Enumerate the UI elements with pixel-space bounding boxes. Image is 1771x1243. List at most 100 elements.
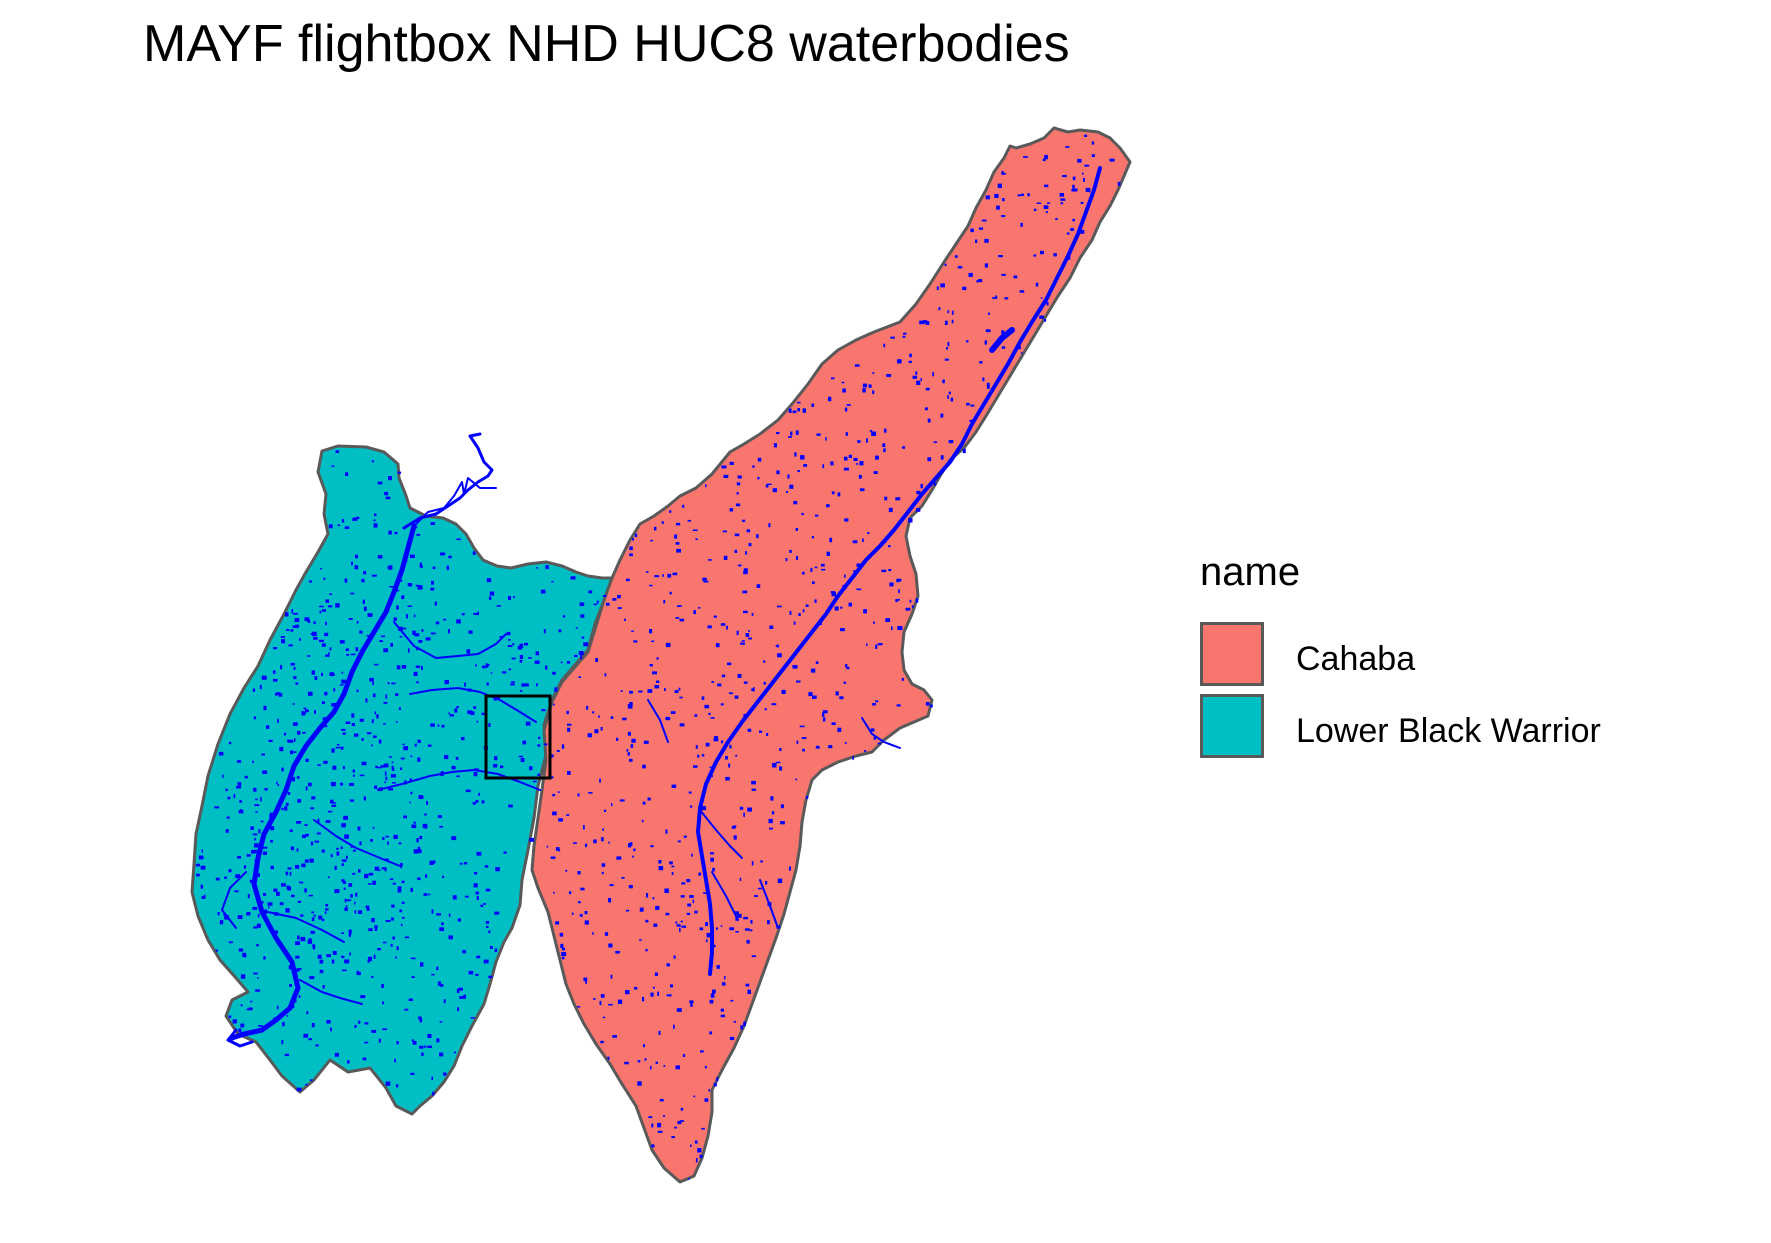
waterbody-speck [1017,194,1022,197]
waterbody-speck [254,859,258,863]
waterbody-speck [488,930,491,934]
waterbody-speck [383,701,388,704]
waterbody-speck [354,910,357,914]
waterbody-speck [413,671,418,677]
waterbody-speck [396,665,401,670]
waterbody-speck [330,781,336,786]
waterbody-speck [273,1017,276,1020]
waterbody-speck [734,695,739,699]
waterbody-speck [368,883,372,885]
waterbody-speck [768,818,773,824]
waterbody-speck [610,803,613,806]
waterbody-speck [253,716,257,720]
waterbody-speck [301,863,306,868]
waterbody-speck [969,419,973,422]
waterbody-speck [787,474,790,479]
waterbody-speck [1001,273,1006,276]
waterbody-speck [201,896,206,899]
waterbody-speck [295,682,299,685]
waterbody-speck [650,992,654,997]
waterbody-speck [243,865,247,869]
waterbody-speck [677,1121,682,1125]
waterbody-speck [373,735,377,738]
waterbody-speck [705,742,710,747]
waterbody-speck [335,746,341,749]
waterbody-speck [311,670,315,675]
waterbody-speck [981,219,987,222]
waterbody-speck [905,607,911,611]
waterbody-speck [200,865,206,870]
waterbody-speck [351,723,355,726]
waterbody-speck [385,1081,391,1086]
waterbody-speck [332,802,336,804]
waterbody-speck [707,625,712,629]
waterbody-speck [966,340,969,343]
waterbody-speck [384,781,387,784]
waterbody-speck [537,773,541,776]
waterbody-speck [970,228,974,233]
waterbody-speck [307,691,313,696]
waterbody-speck [984,340,987,345]
waterbody-speck [250,1000,253,1003]
waterbody-speck [341,728,346,731]
waterbody-speck [658,1030,661,1035]
waterbody-speck [388,530,392,535]
waterbody-speck [485,663,489,668]
waterbody-speck [619,799,625,802]
waterbody-speck [483,903,486,905]
waterbody-speck [631,738,636,743]
waterbody-speck [361,738,364,741]
waterbody-speck [637,1060,641,1063]
waterbody-speck [416,838,419,843]
waterbody-speck [810,668,816,673]
waterbody-speck [654,972,658,977]
waterbody-speck [225,788,228,792]
waterbody-speck [276,692,281,696]
waterbody-speck [339,640,345,644]
waterbody-speck [711,681,714,683]
waterbody-speck [262,770,268,774]
waterbody-speck [743,681,748,684]
waterbody-speck [512,643,515,646]
waterbody-speck [402,627,407,630]
waterbody-speck [296,1087,302,1092]
waterbody-speck [314,710,316,714]
waterbody-speck [802,609,805,613]
waterbody-speck [674,534,678,539]
waterbody-speck [957,266,963,269]
waterbody-speck [712,944,716,948]
waterbody-speck [1001,215,1006,218]
waterbody-speck [567,723,572,726]
waterbody-speck [788,436,792,438]
waterbody-speck [444,680,449,685]
waterbody-speck [701,696,705,700]
waterbody-speck [327,605,333,608]
waterbody-speck [729,1036,735,1041]
waterbody-speck [273,888,278,892]
waterbody-speck [740,642,745,645]
waterbody-speck [652,986,655,989]
waterbody-speck [622,717,627,721]
waterbody-speck [415,665,421,669]
waterbody-speck [797,401,801,404]
waterbody-speck [844,574,846,578]
waterbody-speck [340,746,344,750]
waterbody-speck [384,771,387,776]
waterbody-speck [466,649,471,654]
waterbody-speck [629,758,633,762]
waterbody-speck [305,709,309,713]
waterbody-speck [319,610,322,614]
waterbody-speck [979,361,983,364]
waterbody-speck [391,904,395,908]
waterbody-speck [655,1061,658,1064]
waterbody-speck [665,829,668,834]
waterbody-speck [669,591,672,595]
waterbody-speck [775,761,781,764]
waterbody-speck [566,814,570,816]
waterbody-speck [671,1136,675,1139]
waterbody-speck [712,989,716,994]
waterbody-speck [356,970,359,973]
plot-title: MAYF flightbox NHD HUC8 waterbodies [143,15,1070,73]
waterbody-speck [908,518,913,523]
waterbody-speck [301,711,305,716]
